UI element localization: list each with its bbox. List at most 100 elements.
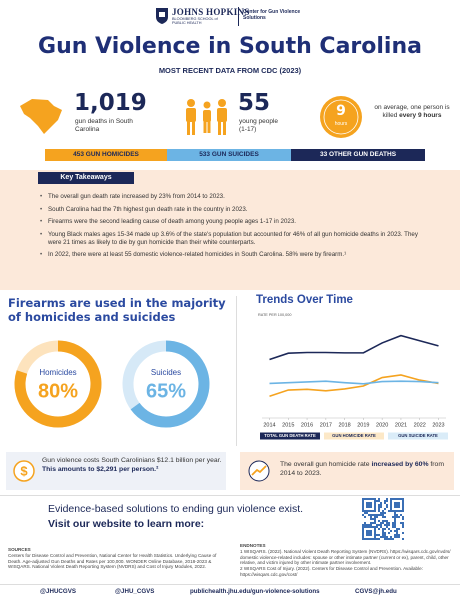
qr-cell [374, 518, 376, 520]
qr-cell [378, 524, 380, 526]
endnotes-heading: ENDNOTES [240, 543, 266, 548]
clock-text-bold: every 9 hours [399, 112, 442, 119]
qr-cell [392, 522, 394, 524]
qr-cell [364, 512, 366, 514]
firearms-heading: Firearms are used in the majority of hom… [8, 296, 226, 324]
qr-cell [396, 532, 398, 534]
trend-chart: Trends Over Time RATE PER 100,000 2014 2015… [256, 294, 448, 440]
qr-cell [392, 524, 394, 526]
qr-cell [402, 522, 404, 524]
qr-cell [386, 538, 388, 540]
legend-swatch [324, 432, 384, 440]
qr-cell [376, 514, 378, 516]
qr-cell [402, 532, 404, 534]
x-tick-label: 2018 [338, 422, 350, 428]
qr-cell [378, 514, 380, 516]
donut-charts: Homicides 80% Suicides 65% [14, 340, 210, 428]
endnote: 2 WISQARS Cost of Injury. (2022). Center… [240, 566, 423, 577]
qr-cell [362, 524, 364, 526]
qr-cell [382, 514, 384, 516]
facebook[interactable]: @JHUCGVS [40, 588, 76, 595]
qr-cell [384, 534, 386, 536]
qr-cell [386, 536, 388, 538]
qr-cell [376, 516, 378, 518]
cost-bold: This amounts to $2,291 per person.² [42, 465, 159, 473]
donut-arc [122, 340, 210, 428]
qr-cell [374, 516, 376, 518]
qr-cell [396, 534, 398, 536]
line-series [269, 374, 439, 398]
qr-cell [372, 514, 374, 516]
qr-cell [384, 524, 386, 526]
qr-cell [402, 524, 404, 526]
x-tick-label: 2022 [414, 422, 426, 428]
sources-text: Centers for Disease Control and Preventi… [8, 552, 217, 570]
qr-cell [386, 522, 388, 524]
qr-cell [386, 520, 388, 522]
deaths-value: 1,019 [74, 90, 147, 116]
qr-cell [384, 536, 386, 538]
email[interactable]: CGVS@jh.edu [355, 588, 397, 595]
qr-finder [362, 498, 376, 512]
endnote: 1 WISQARS. (2022). National Violent Deat… [240, 548, 451, 566]
qr-cell [382, 512, 384, 514]
qr-cell [390, 530, 392, 532]
youth-label: young people (1-17) [239, 118, 279, 133]
clock-unit: hours [334, 121, 348, 127]
takeaway: Young Black males ages 15-34 made up 3.6… [40, 231, 420, 247]
org-name: JOHNS HOPKINS [172, 7, 250, 17]
qr-cell [368, 514, 370, 516]
qr-cell [370, 522, 372, 524]
trend-icon [248, 460, 270, 482]
qr-cell [392, 526, 394, 528]
donut-label: Homicides [39, 368, 76, 377]
qr-cell [368, 524, 370, 526]
qr-finder [394, 502, 400, 508]
legend-swatch [388, 432, 448, 440]
suicide-segment: 533 GUN SUICIDES [167, 149, 291, 161]
qr-cell [378, 538, 380, 540]
clock-text-plain: on average, one person is killed [374, 104, 450, 119]
qr-cell [378, 504, 380, 506]
x-tick-label: 2023 [432, 422, 444, 428]
clock-text: on average, one person is killed every 9… [372, 104, 452, 120]
qr-cell [398, 536, 400, 538]
qr-cell [402, 518, 404, 520]
qr-cell [374, 514, 376, 516]
endnotes: ENDNOTES 1 WISQARS. (2022). National Viol… [240, 543, 452, 578]
qr-cell [380, 526, 382, 528]
clock-icon [320, 96, 362, 138]
qr-cell [380, 514, 382, 516]
qr-cell [366, 512, 368, 514]
twitter[interactable]: @JHU_CGVS [115, 588, 155, 595]
qr-cell [384, 508, 386, 510]
other-segment: 33 OTHER GUN DEATHS [291, 149, 425, 161]
qr-cell [378, 506, 380, 508]
qr-cell [384, 512, 386, 514]
increase-tail: from 2014 to 2023. [280, 461, 444, 477]
donut-value: 80% [38, 380, 78, 402]
qr-cell [394, 536, 396, 538]
sources: SOURCES Centers for Disease Control and P… [8, 547, 223, 570]
website[interactable]: publichealth.jhu.edu/gun-violence-soluti… [190, 588, 320, 595]
qr-cell [400, 522, 402, 524]
increase-plain: The overall gun homicide rate [280, 461, 372, 468]
qr-cell [366, 524, 368, 526]
legend-label: GUN HOMICIDE RATE [332, 433, 376, 438]
qr-cell [382, 536, 384, 538]
qr-cell [396, 514, 398, 516]
takeaway: South Carolina had the 7th highest gun d… [40, 206, 420, 214]
qr-cell [378, 520, 380, 522]
divider [238, 7, 239, 26]
qr-cell [398, 534, 400, 536]
cost-plain: Gun violence costs South Carolinians $12… [42, 457, 222, 464]
qr-cell [378, 508, 380, 510]
qr-cell [396, 530, 398, 532]
x-tick-label: 2014 [263, 422, 275, 428]
qr-cell [380, 524, 382, 526]
cta-line1: Evidence-based solutions to ending gun v… [48, 503, 304, 515]
qr-cell [384, 520, 386, 522]
increase-bold: increased by 60% [371, 461, 429, 468]
qr-cell [386, 524, 388, 526]
